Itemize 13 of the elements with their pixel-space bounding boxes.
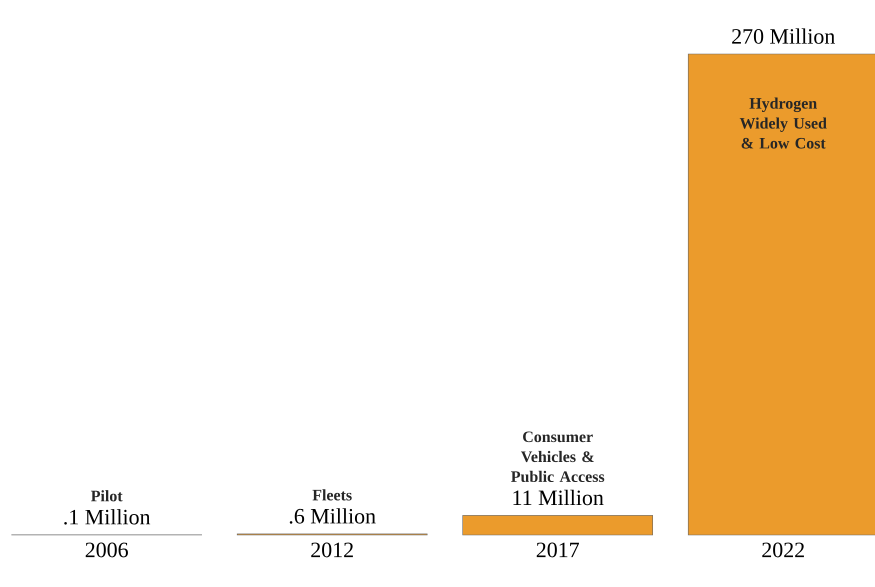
x-tick-label: 2017 <box>536 542 579 558</box>
annotation: Pilot <box>91 490 123 502</box>
bar <box>462 515 654 536</box>
data-label: .6 Million <box>290 508 376 524</box>
x-tick-label: 2012 <box>311 542 353 558</box>
annotation: Fleets <box>312 489 352 500</box>
data-label: .1 Million <box>64 509 150 525</box>
x-tick-label: 2006 <box>86 542 128 558</box>
annotation: Hydrogen Widely Used & Low Cost <box>740 98 827 149</box>
annotation: Consumer Vehicles & Public Access <box>511 431 604 482</box>
x-tick-label: 2022 <box>762 542 804 558</box>
data-label: 11 Million <box>513 490 604 506</box>
data-label: 270 Million <box>732 28 835 44</box>
